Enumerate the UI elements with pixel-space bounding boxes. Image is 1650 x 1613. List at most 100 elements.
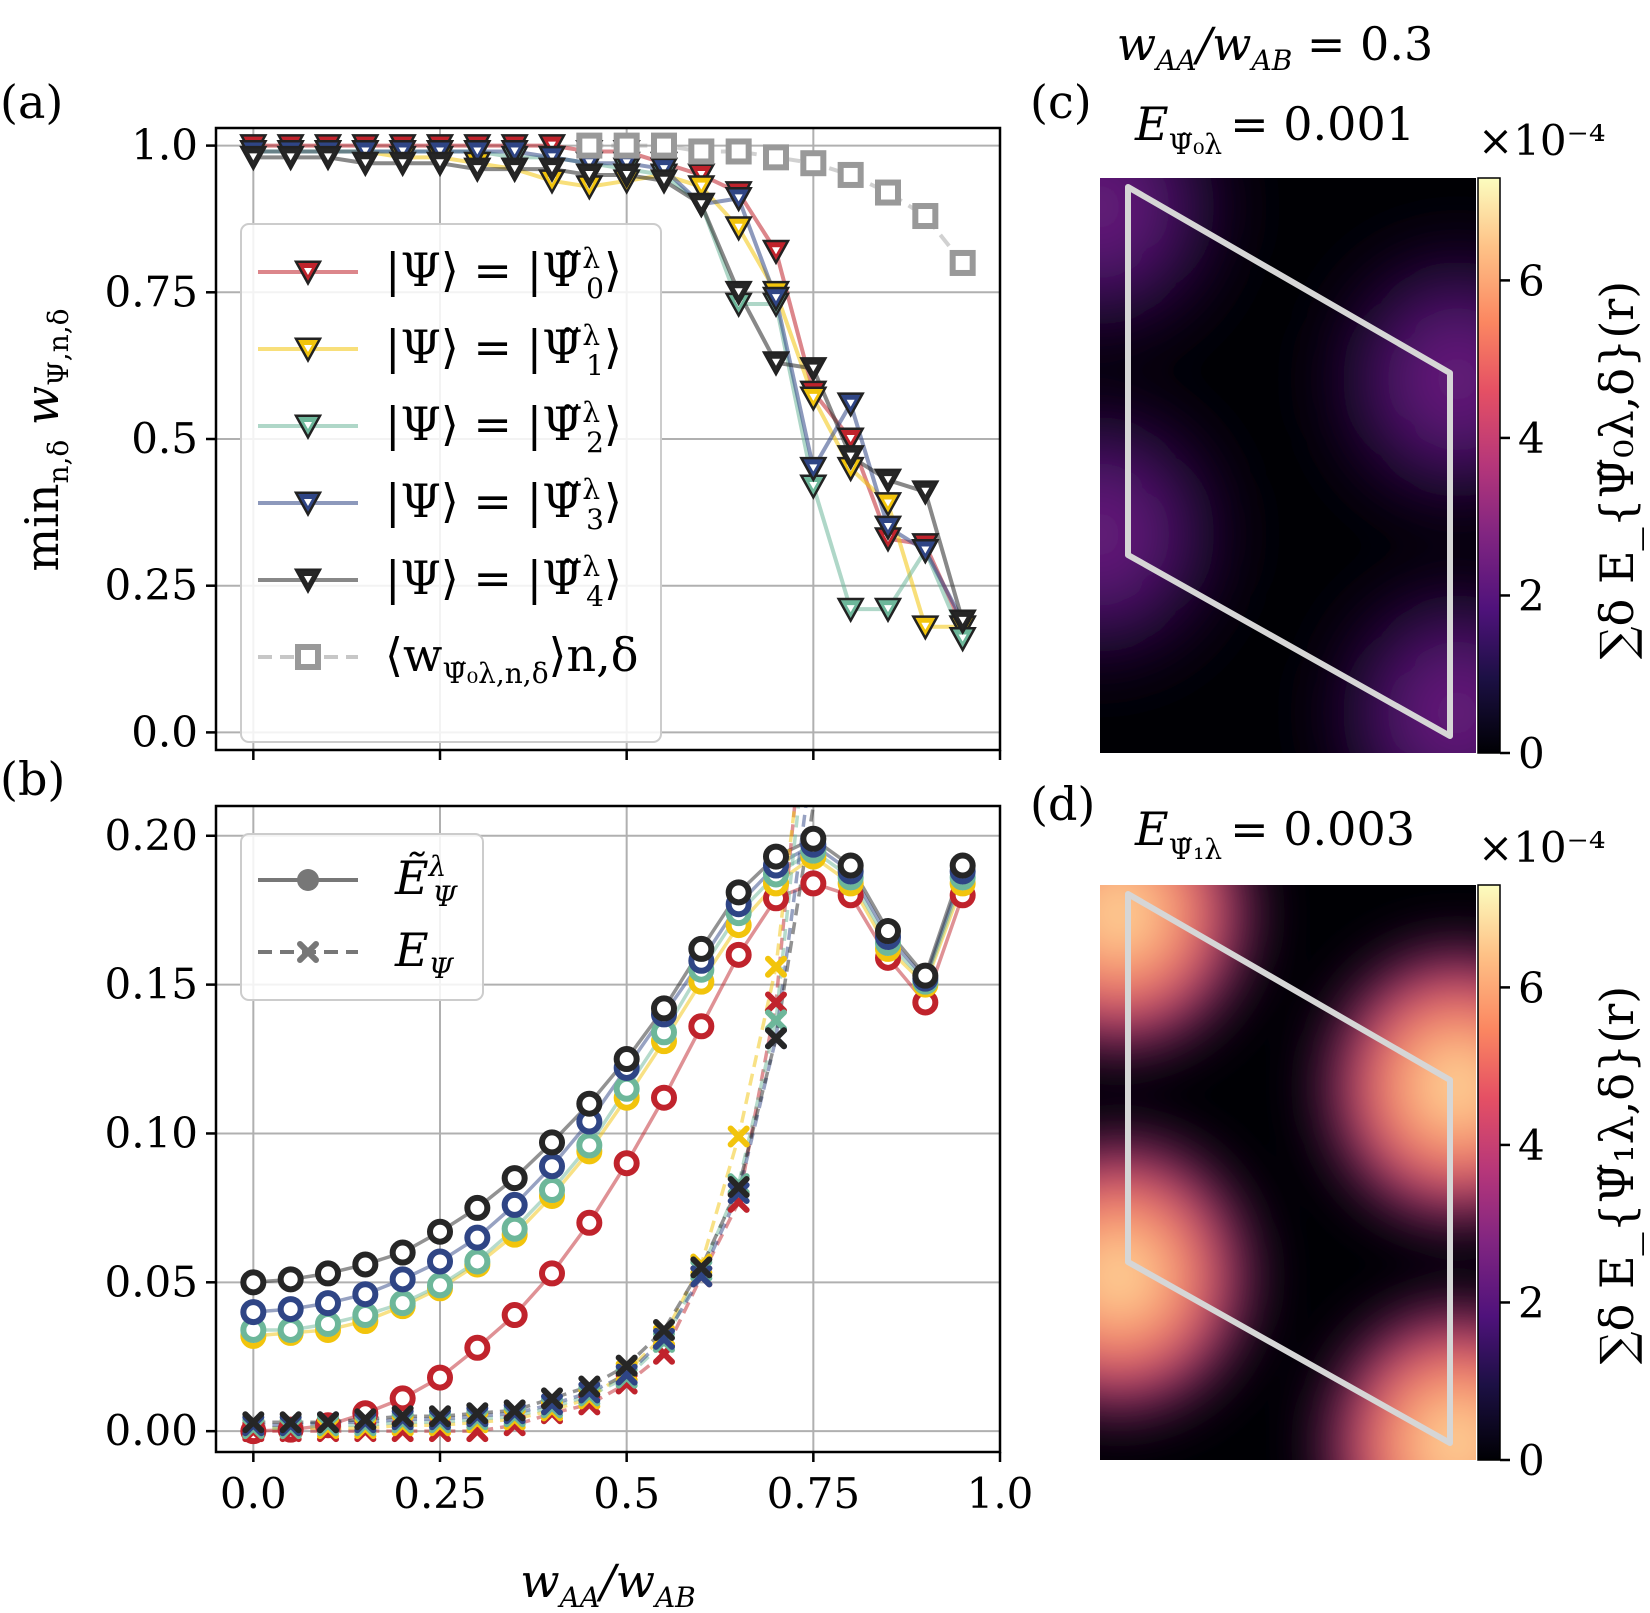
panel-c-colorbar (1477, 177, 1501, 754)
legend-a-item: |Ψ⟩ = |Ψ̃λ 1⟩ (258, 319, 622, 382)
point-a-3-hole (548, 153, 556, 161)
point-b-9 (279, 1411, 302, 1434)
point-b-6 (765, 955, 787, 978)
point-a-3-hole (809, 464, 818, 472)
ytick-label: 0.25 (104, 561, 198, 610)
panel-c-label: (c) (1030, 75, 1092, 129)
point-b-0 (613, 1150, 640, 1177)
point-b-0 (501, 1302, 528, 1329)
point-a-3-hole (398, 147, 407, 155)
panel-c-colorbar-scale: ×10⁻⁴ (1478, 116, 1606, 165)
cbar-tick-label: 4 (1518, 414, 1545, 463)
point-a-3-hole (846, 399, 855, 407)
point-b-3 (352, 1281, 379, 1308)
point-a-5 (949, 249, 976, 276)
cbar-tick-label: 0 (1518, 1436, 1545, 1485)
series-b-9-markers (242, 1027, 787, 1434)
point-a-5 (613, 132, 640, 159)
point-a-4-hole (361, 159, 370, 167)
point-a-3-hole (884, 523, 892, 531)
legend-a-marker-hole (304, 576, 312, 583)
ytick-label: 0.20 (104, 811, 198, 860)
figure-title: wAA/wAB = 0.3 (1117, 17, 1433, 77)
point-a-2-hole (809, 481, 818, 489)
point-a-4-hole (772, 358, 780, 366)
panel-c-colorbar-ticks: 0 2 4 6 (1500, 256, 1545, 778)
cbar-tick-label: 2 (1518, 571, 1545, 620)
point-a-5 (912, 203, 939, 230)
point-a-4-hole (884, 476, 892, 484)
point-b-3 (539, 1153, 565, 1180)
point-a-4-hole (846, 452, 855, 460)
point-b-4 (576, 1090, 603, 1117)
xtick-label: 1.0 (967, 1469, 1034, 1518)
point-a-4-hole (734, 288, 743, 296)
point-a-0-hole (772, 247, 780, 255)
legend-a-item: ⟨wΨ̃₀λ,n,δ⟩n,δ (258, 628, 638, 690)
legend-b-marker (297, 869, 319, 891)
panel-a-xticks (252, 750, 1002, 760)
point-a-2-hole (958, 634, 967, 642)
point-a-3-hole (734, 194, 743, 202)
x-axis-label: wAA/wAB (520, 1554, 696, 1613)
point-b-0 (688, 1013, 715, 1040)
panel-b-yticks: 0.00 0.05 0.10 0.15 0.20 (104, 811, 216, 1455)
legend-a-item: |Ψ⟩ = |Ψ̃λ 0⟩ (258, 242, 622, 305)
xtick-label: 0.75 (767, 1469, 861, 1518)
point-a-4-hole (548, 165, 556, 173)
ytick-label: 0.05 (104, 1257, 198, 1306)
point-b-3 (277, 1296, 304, 1323)
point-b-9 (429, 1405, 451, 1428)
point-b-2 (427, 1272, 453, 1299)
point-a-3-hole (361, 147, 370, 155)
ytick-label: 0.5 (131, 414, 198, 463)
legend-a-marker-hole (304, 499, 312, 506)
panel_d-hotspot (1317, 939, 1476, 1234)
point-a-2-hole (846, 605, 855, 613)
point-a-1-hole (809, 393, 818, 401)
legend-a-label: |Ψ⟩ = |Ψ̃λ 2⟩ (385, 396, 622, 459)
cbar-tick-label: 6 (1518, 963, 1545, 1012)
svg-text:wAA/wAB = 0.3: wAA/wAB = 0.3 (1117, 17, 1433, 77)
cbar-tick-label: 2 (1518, 1278, 1545, 1327)
panel_d-hotspot (1317, 1295, 1476, 1460)
panel-a-label: (a) (0, 75, 63, 129)
xtick-label: 0.0 (220, 1469, 287, 1518)
ytick-label: 0.0 (131, 707, 198, 756)
series-b-9-line (253, 806, 816, 1424)
point-b-4 (464, 1194, 491, 1221)
panel-c-energy: EΨ̃₀λ = 0.001 (1134, 97, 1415, 161)
point-b-2 (464, 1248, 491, 1275)
point-b-4 (875, 918, 901, 945)
point-b-2 (277, 1316, 304, 1343)
point-b-4 (763, 843, 789, 870)
point-b-0 (800, 870, 827, 897)
series-a-4-markers (239, 145, 977, 635)
point-b-2 (352, 1302, 379, 1329)
series-a-5-markers (576, 132, 976, 276)
panel_d-hotspot (1100, 1129, 1259, 1423)
point-a-3-hole (660, 165, 668, 173)
series-b-5-line (253, 806, 797, 1433)
point-b-4 (240, 1269, 267, 1296)
point-a-2-hole (884, 605, 892, 613)
cbar-tick-label: 6 (1518, 256, 1545, 305)
point-b-7 (765, 1009, 787, 1032)
point-a-4-hole (473, 165, 482, 173)
legend-b-marker (297, 941, 319, 963)
panel-d-colorbar-ticks: 0 2 4 6 (1500, 963, 1545, 1485)
panel-c-heatmap (1100, 178, 1476, 753)
point-b-0 (464, 1334, 491, 1361)
legend-a-label: ⟨wΨ̃₀λ,n,δ⟩n,δ (385, 628, 638, 690)
point-a-4-hole (286, 153, 295, 161)
point-b-9 (317, 1411, 339, 1434)
point-b-4 (613, 1046, 640, 1073)
panel-d-colorbar-scale: ×10⁻⁴ (1478, 823, 1606, 872)
point-b-8 (727, 1182, 750, 1204)
point-b-4 (800, 825, 827, 852)
point-a-5 (688, 138, 715, 165)
series-b-4-markers (240, 825, 976, 1296)
legend-a-label: |Ψ⟩ = |Ψ̃λ 4⟩ (385, 550, 622, 613)
legend-b-label: Ẽλ Ψ (394, 850, 458, 913)
point-a-3-hole (921, 546, 930, 554)
